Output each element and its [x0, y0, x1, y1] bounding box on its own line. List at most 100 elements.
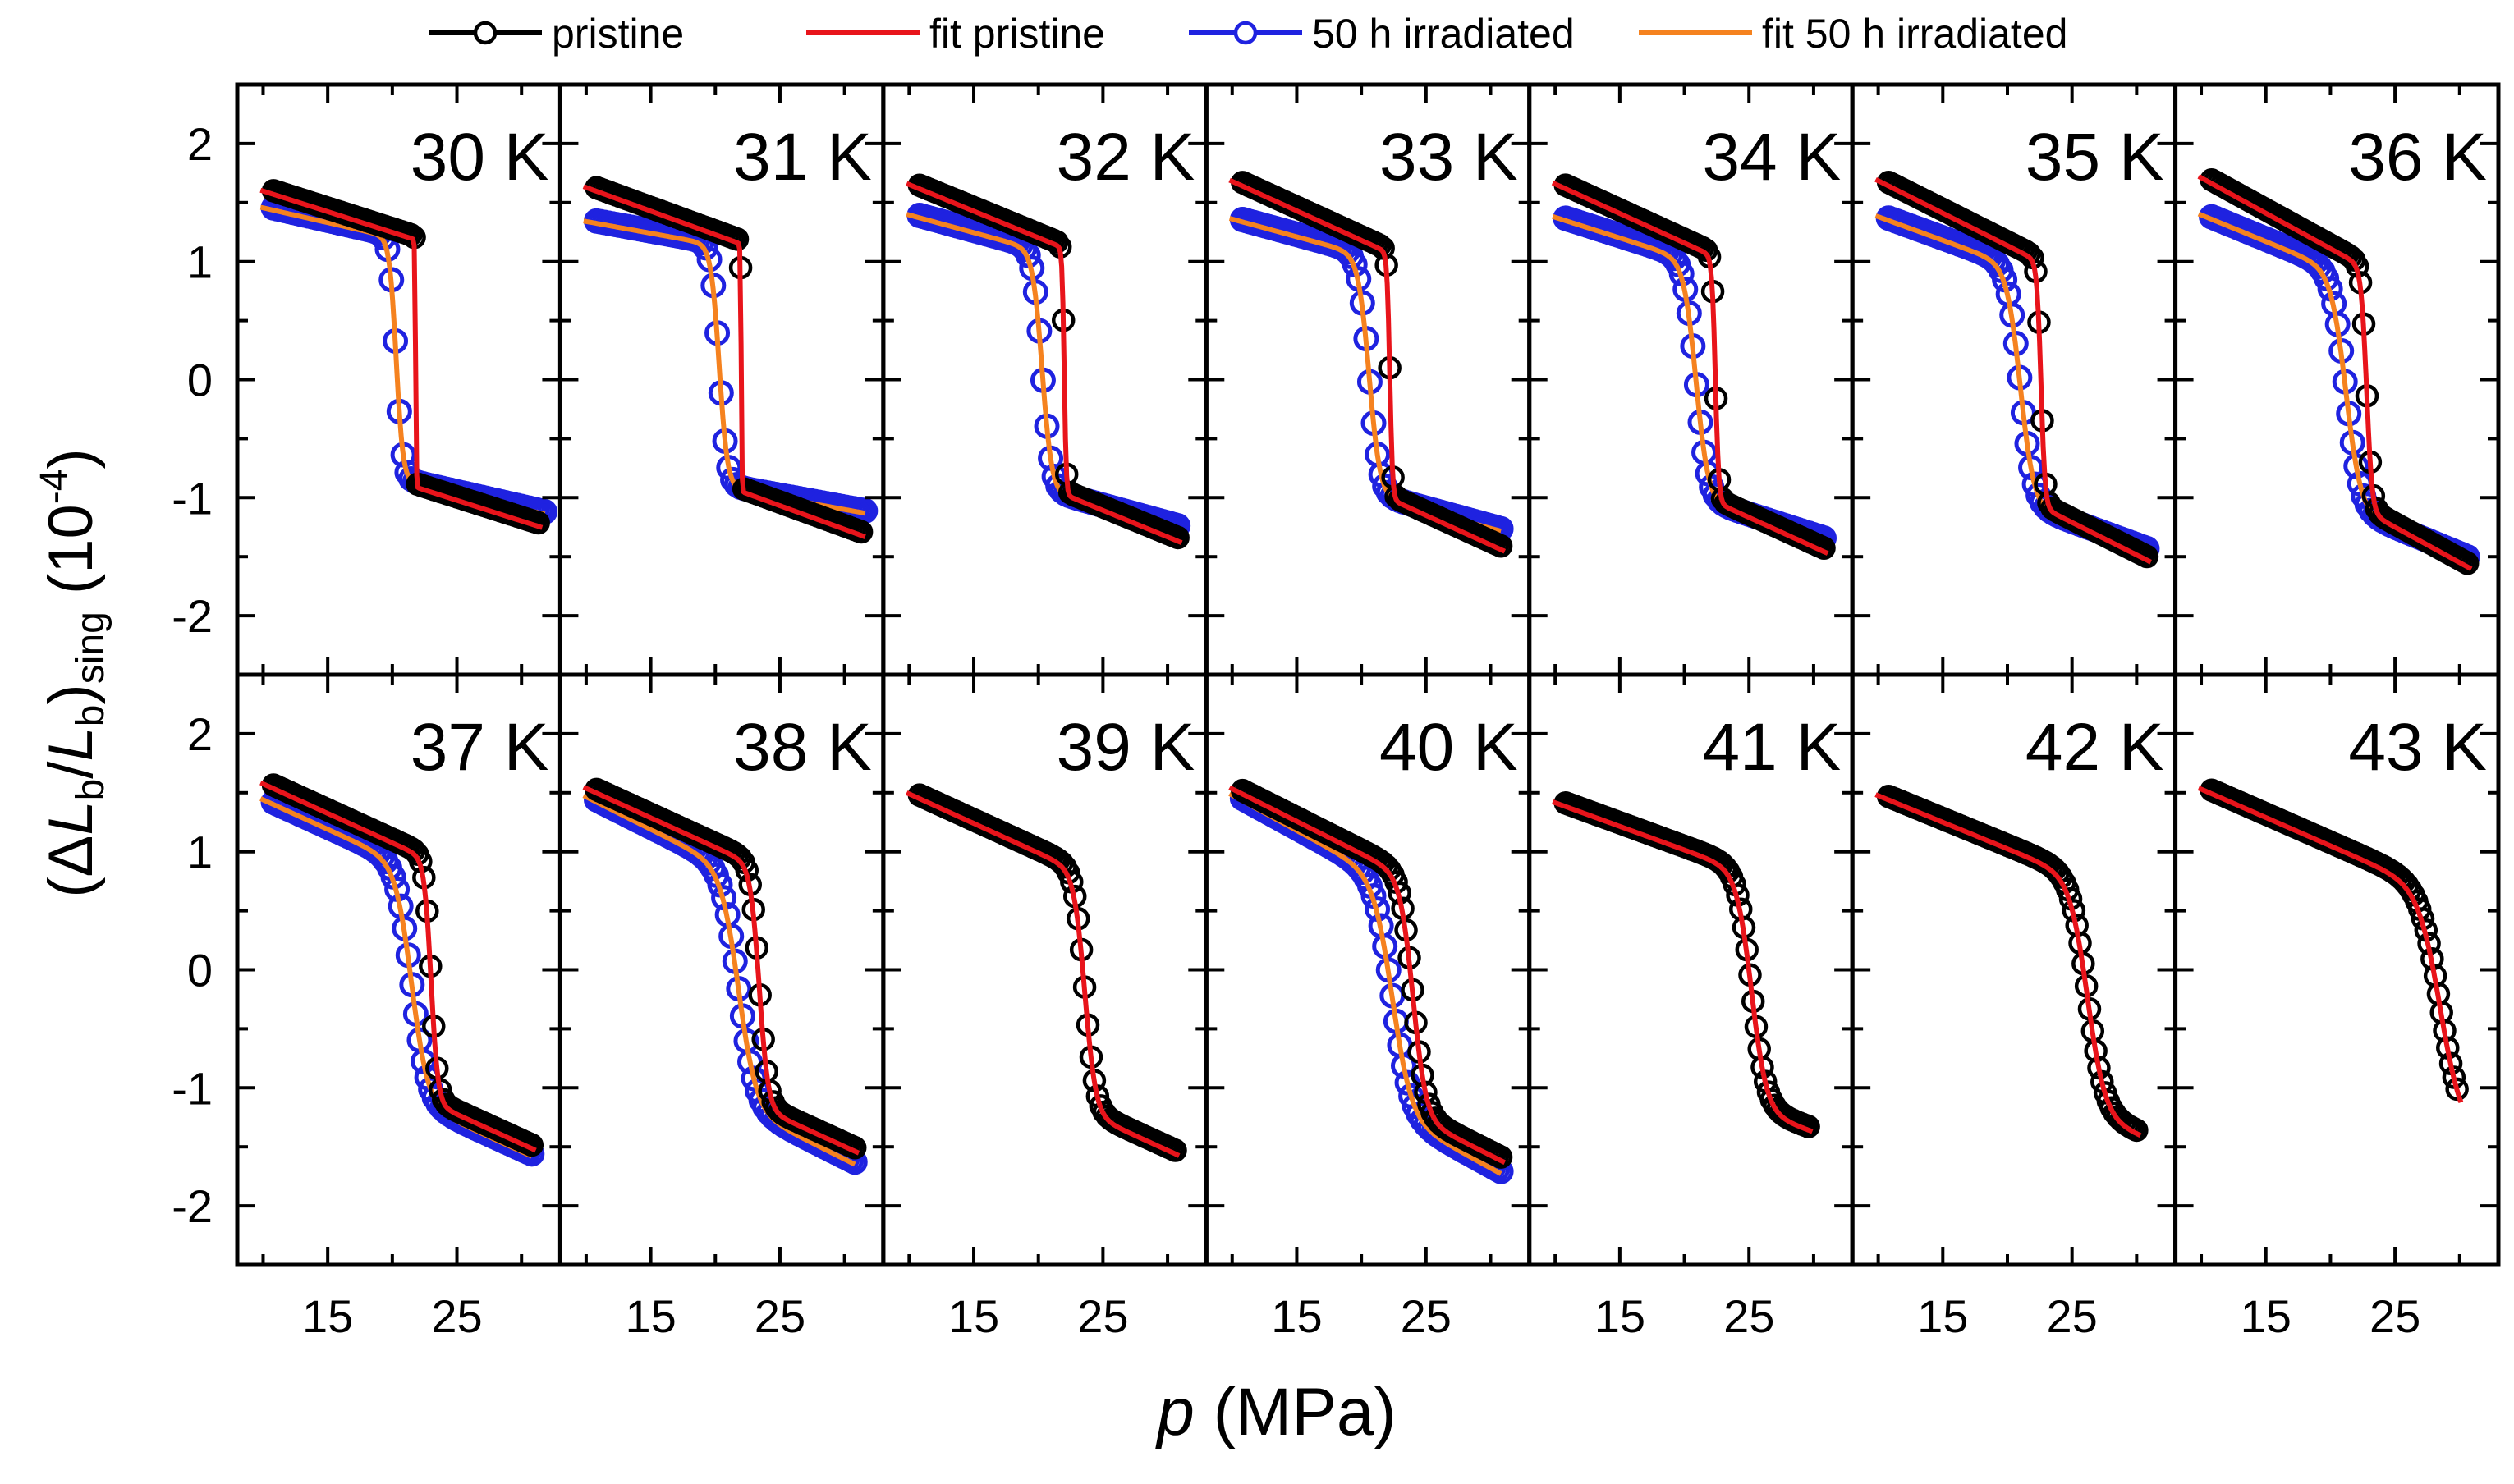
fit-pristine-line: [582, 184, 866, 539]
legend-item: fit pristine: [806, 11, 1105, 57]
fit-irradiated-line: [583, 218, 866, 516]
temperature-label: 42 K: [2025, 710, 2164, 785]
fit-pristine-line: [906, 181, 1183, 545]
panel-39k: 39 K 15 25: [883, 673, 1207, 1342]
ticks: [1206, 673, 1530, 1266]
ticks: [2175, 673, 2498, 1266]
legend-label: 50 h irradiated: [1312, 11, 1575, 57]
ticks: [1852, 83, 2176, 676]
y-tick-label: -1: [172, 472, 213, 524]
legend-label: fit pristine: [929, 11, 1105, 57]
x-tick-label: 25: [431, 1290, 482, 1342]
panel-33k: 33 K: [1206, 83, 1530, 676]
fit-pristine-line: [1228, 785, 1507, 1166]
series-pristine: [907, 783, 1187, 1162]
x-tick-label: 25: [2369, 1290, 2420, 1342]
panel-41k: 41 K 15 25: [1529, 673, 1853, 1342]
fit-pristine-line: [1552, 799, 1814, 1134]
plot-area: [906, 173, 1191, 550]
ticks: [1529, 83, 1853, 676]
x-tick-label: 15: [1271, 1290, 1322, 1342]
temperature-label: 33 K: [1379, 120, 1518, 195]
series-irradiated: [906, 202, 1191, 539]
y-tick-label: 2: [187, 708, 213, 760]
y-tick-label: 2: [187, 118, 213, 170]
point-pristine: [728, 845, 753, 870]
y-tick-label: 1: [187, 236, 213, 288]
point-pristine: [2445, 1077, 2469, 1102]
plot-area: [1874, 170, 2160, 569]
fit-pristine-line: [1228, 177, 1507, 554]
ticks: [560, 673, 883, 1266]
x-tick-label: 15: [2241, 1290, 2292, 1342]
temperature-label: 36 K: [2348, 120, 2487, 195]
x-tick-label: 25: [1077, 1290, 1128, 1342]
legend-marker: [473, 21, 498, 45]
x-tick-label: 25: [1723, 1290, 1774, 1342]
legend-marker: [1233, 21, 1258, 45]
plot-area: [2197, 778, 2469, 1104]
plot-area: [582, 777, 868, 1175]
panel-37k: 37 K 2 1 0 -1 -2 15 25: [172, 673, 561, 1342]
y-tick-label: 1: [187, 827, 213, 878]
ticks: [2175, 83, 2498, 676]
legend-label: fit 50 h irradiated: [1762, 11, 2067, 57]
series-pristine: [1231, 778, 1513, 1169]
temperature-label: 32 K: [1057, 120, 1195, 195]
y-axis-title: (ΔLb/Lb)sing (10-4): [33, 448, 112, 898]
panel-grid: 30 K 2 1 0 -1 -2 31 K 32 K 33 K 34 K 35 K 36 K 37 K 2…: [172, 82, 2501, 1342]
x-tick-label: 15: [302, 1290, 353, 1342]
panel-32k: 32 K: [883, 83, 1207, 676]
y-tick-label: 0: [187, 945, 213, 996]
temperature-label: 40 K: [1379, 710, 1518, 785]
fit-irradiated-line: [582, 793, 856, 1167]
plot-area: [1552, 791, 1820, 1138]
x-tick-label: 15: [1594, 1290, 1645, 1342]
plot-area: [1551, 173, 1837, 561]
ticks: [1529, 673, 1853, 1266]
x-tick-label: 15: [948, 1290, 999, 1342]
fit-pristine-line: [905, 790, 1181, 1158]
temperature-label: 38 K: [733, 710, 872, 785]
panel-36k: 36 K: [2175, 83, 2498, 676]
plot-area: [259, 773, 545, 1167]
ticks: [560, 83, 883, 676]
panel-42k: 42 K 15 25: [1852, 673, 2176, 1342]
temperature-label: 35 K: [2025, 120, 2164, 195]
legend: pristine fit pristine 50 h irradiated fit 5…: [429, 11, 2067, 57]
fit-irradiated-line: [259, 204, 546, 517]
ticks: [237, 673, 561, 1266]
temperature-label: 31 K: [733, 120, 872, 195]
series-irradiated: [1229, 207, 1514, 542]
x-tick-label: 15: [625, 1290, 676, 1342]
panel-40k: 40 K 15 25: [1206, 673, 1530, 1342]
ticks: [1852, 673, 2176, 1266]
x-tick-label: 15: [1917, 1290, 1968, 1342]
plot-area: [905, 783, 1187, 1162]
y-tick-label: -2: [172, 1180, 213, 1232]
x-tick-label: 25: [2047, 1290, 2098, 1342]
temperature-label: 30 K: [411, 120, 549, 195]
panel-31k: 31 K: [560, 83, 883, 676]
y-tick-label: -2: [172, 590, 213, 642]
temperature-label: 43 K: [2348, 710, 2487, 785]
panel-35k: 35 K: [1852, 83, 2176, 676]
panel-34k: 34 K: [1529, 83, 1853, 676]
panel-30k: 30 K 2 1 0 -1 -2: [172, 83, 561, 676]
fit-pristine-line: [1874, 792, 2142, 1138]
temperature-label: 41 K: [1702, 710, 1841, 785]
legend-item: pristine: [429, 11, 684, 57]
plot-area: [1874, 785, 2149, 1143]
fit-pristine-line: [259, 187, 544, 530]
legend-item: 50 h irradiated: [1189, 11, 1575, 57]
plot-area: [2197, 167, 2480, 575]
fit-pristine-line: [1551, 180, 1829, 556]
ticks: [883, 673, 1207, 1266]
x-tick-label: 25: [1401, 1290, 1452, 1342]
fit-pristine-line: [2197, 786, 2464, 1104]
plot-area: [1228, 778, 1514, 1184]
temperature-label: 39 K: [1057, 710, 1195, 785]
temperature-label: 34 K: [1702, 120, 1841, 195]
y-tick-label: 0: [187, 355, 213, 406]
